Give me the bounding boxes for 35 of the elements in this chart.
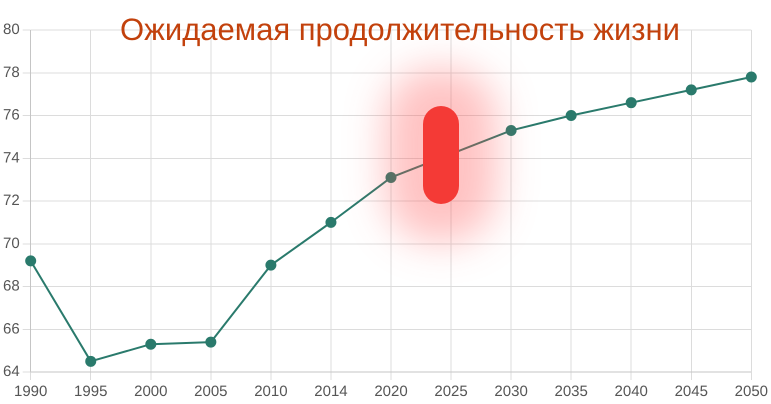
x-tick-label: 1990	[14, 383, 48, 400]
y-tick-label: 68	[2, 278, 20, 295]
x-tick-label: 1995	[74, 383, 108, 400]
y-tick-label: 64	[2, 363, 20, 380]
point	[85, 356, 96, 367]
point	[325, 216, 336, 228]
x-tick-label: 2025	[434, 383, 468, 400]
x-tick-label: 2010	[254, 383, 288, 400]
point	[265, 260, 276, 271]
y-tick-label: 72	[2, 192, 20, 210]
y-tick-label: 78	[2, 64, 20, 81]
point	[386, 172, 396, 183]
point	[626, 97, 637, 108]
x-tick-label: 2005	[194, 383, 228, 400]
x-tick-label: 2035	[554, 383, 588, 400]
x-tick-label: 2045	[674, 383, 708, 400]
y-tick-label: 70	[2, 234, 20, 252]
x-tick-label: 2020	[374, 383, 408, 400]
point	[145, 338, 156, 350]
point	[25, 255, 36, 266]
y-tick-label: 66	[2, 320, 20, 338]
x-tick-label: 2030	[494, 383, 528, 400]
x-tick-label: 2040	[614, 383, 648, 400]
chart-title: Ожидаемая продолжительность жизни	[120, 12, 680, 47]
y-tick-label: 76	[2, 106, 20, 124]
y-tick-label: 80	[2, 21, 20, 38]
point	[506, 124, 517, 136]
x-tick-label: 2000	[134, 383, 168, 400]
point	[205, 336, 216, 348]
x-tick-label: 2050	[734, 383, 768, 400]
y-tick-label: 74	[2, 149, 20, 166]
point	[686, 84, 697, 96]
point	[566, 110, 577, 121]
point	[746, 72, 757, 83]
x-tick-label: 2014	[314, 383, 348, 400]
